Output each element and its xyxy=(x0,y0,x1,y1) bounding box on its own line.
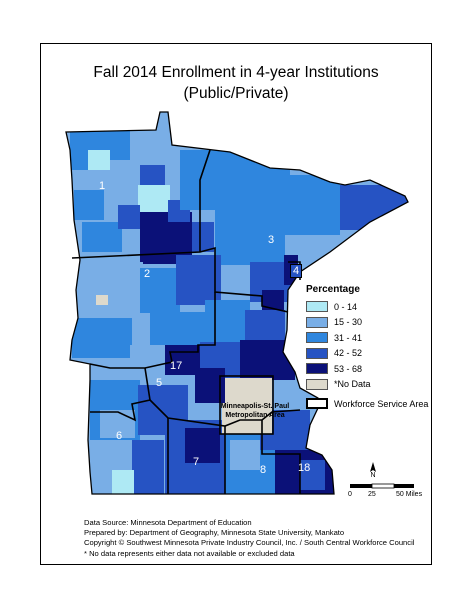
county-patches xyxy=(70,130,408,494)
patch xyxy=(88,150,110,170)
region-label-4: 4 xyxy=(290,264,303,278)
patch xyxy=(110,160,140,190)
legend-row: 53 - 68 xyxy=(306,361,436,377)
region-label-8: 8 xyxy=(260,464,267,476)
patch xyxy=(245,310,285,345)
region-label-18: 18 xyxy=(298,462,311,474)
patch xyxy=(98,262,143,292)
region-label-3: 3 xyxy=(268,234,275,246)
legend-label: 42 - 52 xyxy=(334,348,363,359)
map-footer: Data Source: Minnesota Department of Edu… xyxy=(84,518,414,559)
metro-label-line-2: Metropolitan Area xyxy=(225,412,285,419)
patch xyxy=(82,222,122,252)
boundary-line xyxy=(90,367,151,422)
patch xyxy=(240,340,295,380)
scale-tick-0: 0 xyxy=(348,491,352,498)
patch xyxy=(130,345,170,375)
patch xyxy=(176,255,221,305)
patch xyxy=(72,318,132,358)
metro-label-line-1: Minneapolis-St. Paul xyxy=(220,403,290,410)
patch xyxy=(205,300,250,345)
patch xyxy=(150,312,210,347)
legend-label: *No Data xyxy=(334,379,371,390)
legend-label: 15 - 30 xyxy=(334,317,363,328)
patch xyxy=(185,428,220,463)
footer-line-3: Copyright © Southwest Minnesota Private … xyxy=(84,538,415,548)
scale-tick-25: 25 xyxy=(368,491,376,498)
legend-row: 0 - 14 xyxy=(306,299,436,315)
scale-segment xyxy=(394,484,414,488)
region-label-17: 17 xyxy=(170,360,183,372)
patch xyxy=(74,190,104,220)
legend-swatch xyxy=(306,347,328,359)
metro-area-label: Minneapolis-St. Paul Metropolitan Area xyxy=(218,402,292,420)
legend-title: Percentage xyxy=(306,284,360,295)
region-label-6: 6 xyxy=(116,430,123,442)
legend-swatch xyxy=(306,363,328,375)
title-line-1: Fall 2014 Enrollment in 4-year Instituti… xyxy=(93,64,379,81)
region-label-5: 5 xyxy=(156,377,163,389)
patch xyxy=(112,470,134,494)
patch xyxy=(100,410,135,438)
region-label-7: 7 xyxy=(193,456,200,468)
legend-swatch xyxy=(306,332,328,344)
legend-swatch xyxy=(306,316,328,328)
patch xyxy=(138,185,170,213)
region-label-1: 1 xyxy=(99,180,106,192)
region-label-2: 2 xyxy=(144,268,151,280)
boundary-line xyxy=(89,292,216,369)
legend-row: *No Data xyxy=(306,377,436,393)
patch xyxy=(280,175,340,235)
scale-segment xyxy=(350,484,372,488)
patch xyxy=(180,150,290,210)
legend-swatch xyxy=(306,378,328,390)
north-label: N xyxy=(370,472,376,479)
boundary-line xyxy=(261,420,301,494)
legend-label: 53 - 68 xyxy=(334,363,363,374)
patch xyxy=(192,222,214,252)
legend-label: 31 - 41 xyxy=(334,332,363,343)
scale-tick-50: 50 Miles xyxy=(396,491,423,498)
title-line-2: (Public/Private) xyxy=(183,85,289,102)
patch xyxy=(300,460,325,490)
patch xyxy=(340,185,408,230)
legend-swatch-wsa xyxy=(306,398,328,410)
nodata-patch xyxy=(96,295,108,305)
map-title: Fall 2014 Enrollment in 4-year Instituti… xyxy=(40,62,432,104)
legend-label: 0 - 14 xyxy=(334,301,358,312)
legend-row-wsa: Workforce Service Area xyxy=(306,396,436,412)
legend-row: 15 - 30 xyxy=(306,315,436,331)
footer-line-2: Prepared by: Department of Geography, Mi… xyxy=(84,528,345,538)
wsa-boundaries xyxy=(71,149,301,494)
legend-row: 42 - 52 xyxy=(306,346,436,362)
legend: Percentage 0 - 14 15 - 30 31 - 41 42 - 52 53… xyxy=(306,284,436,412)
scale-labels: 0 25 50 Miles xyxy=(346,478,436,508)
legend-row: 31 - 41 xyxy=(306,330,436,346)
metro-boundary xyxy=(219,375,274,435)
footer-line-4: * No data represents either data not ava… xyxy=(84,548,295,558)
patch xyxy=(132,440,164,494)
legend-label-wsa: Workforce Service Area xyxy=(334,398,429,409)
scale-bar xyxy=(350,483,414,489)
legend-swatch xyxy=(306,301,328,313)
boundary-line xyxy=(199,149,211,252)
patch xyxy=(140,268,180,313)
legend-rows: 0 - 14 15 - 30 31 - 41 42 - 52 53 - 68 *No Da… xyxy=(306,299,436,392)
north-arrow-icon xyxy=(370,462,376,472)
footer-line-1: Data Source: Minnesota Department of Edu… xyxy=(84,518,252,527)
patch xyxy=(118,205,140,229)
patch xyxy=(230,440,260,470)
patch xyxy=(215,205,285,265)
